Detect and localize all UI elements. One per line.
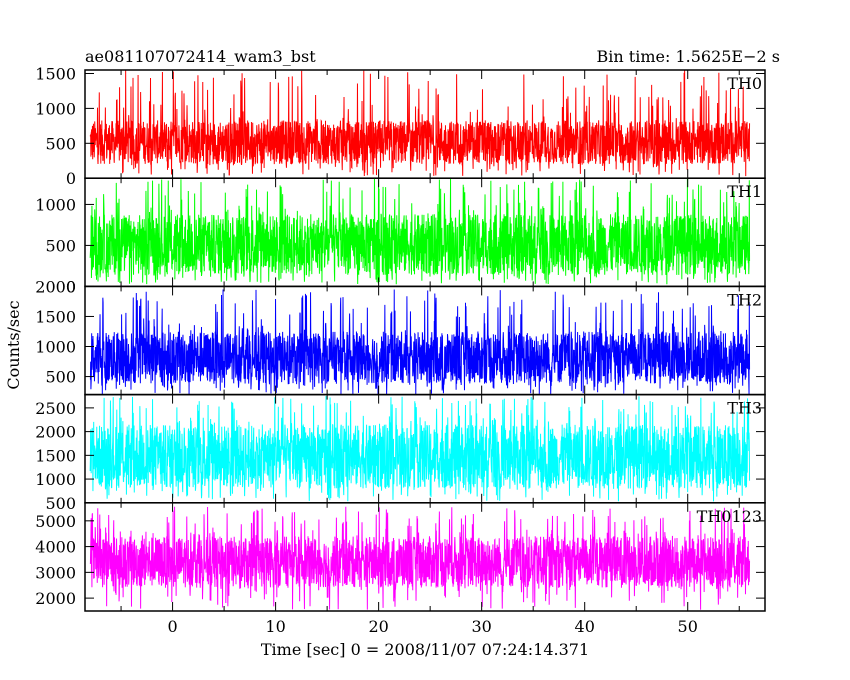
y-tick-label-th3: 500 bbox=[45, 494, 76, 513]
y-tick-label-th3: 2500 bbox=[35, 399, 76, 418]
panels: 050010001500TH005001000TH150010001500200… bbox=[35, 64, 766, 636]
y-tick-label-th0: 1500 bbox=[35, 64, 76, 83]
panel-label-th3: TH3 bbox=[727, 399, 762, 418]
x-tick-label: 50 bbox=[678, 617, 698, 636]
x-axis-label: Time [sec] 0 = 2008/11/07 07:24:14.371 bbox=[261, 640, 589, 659]
x-tick-label: 40 bbox=[575, 617, 595, 636]
panel-label-th2: TH2 bbox=[727, 290, 762, 309]
y-tick-label-th0: 500 bbox=[45, 134, 76, 153]
y-tick-label-th2: 2000 bbox=[35, 277, 76, 296]
panel-frame-th0123 bbox=[84, 502, 766, 612]
panel-label-th1: TH1 bbox=[727, 182, 762, 201]
y-tick-label-th0: 0 bbox=[66, 169, 76, 188]
y-tick-label-th1: 500 bbox=[45, 236, 76, 255]
y-tick-label-th3: 1000 bbox=[35, 470, 76, 489]
y-tick-label-th3: 2000 bbox=[35, 423, 76, 442]
y-tick-label-th1: 1000 bbox=[35, 195, 76, 214]
y-tick-label-th0123: 4000 bbox=[35, 538, 76, 557]
panel-label-th0: TH0 bbox=[727, 74, 762, 93]
x-tick-label: 20 bbox=[368, 617, 388, 636]
y-tick-label-th0123: 2000 bbox=[35, 589, 76, 608]
y-tick-label-th0123: 5000 bbox=[35, 512, 76, 531]
y-tick-label-th2: 500 bbox=[45, 368, 76, 387]
y-tick-label-th1: 0 bbox=[66, 277, 76, 296]
series-line-th3 bbox=[89, 395, 751, 502]
x-tick-label: 10 bbox=[265, 617, 285, 636]
y-tick-label-th0: 1000 bbox=[35, 99, 76, 118]
y-axis-label: Counts/sec bbox=[4, 300, 23, 389]
series-line-th1 bbox=[89, 178, 751, 285]
series-line-th0 bbox=[89, 69, 751, 177]
x-tick-label: 30 bbox=[471, 617, 491, 636]
y-tick-label-th0123: 3000 bbox=[35, 563, 76, 582]
x-tick-label: 0 bbox=[167, 617, 177, 636]
chart-title: ae081107072414_wam3_bst bbox=[85, 47, 316, 66]
y-tick-label-th2: 1500 bbox=[35, 307, 76, 326]
panel-label-th0123: TH0123 bbox=[697, 507, 762, 526]
y-tick-label-th3: 1500 bbox=[35, 446, 76, 465]
bin-time-label: Bin time: 1.5625E−2 s bbox=[597, 47, 780, 66]
series-line-th2 bbox=[89, 289, 751, 395]
series-line-th0123 bbox=[89, 506, 751, 610]
y-tick-label-th2: 1000 bbox=[35, 338, 76, 357]
